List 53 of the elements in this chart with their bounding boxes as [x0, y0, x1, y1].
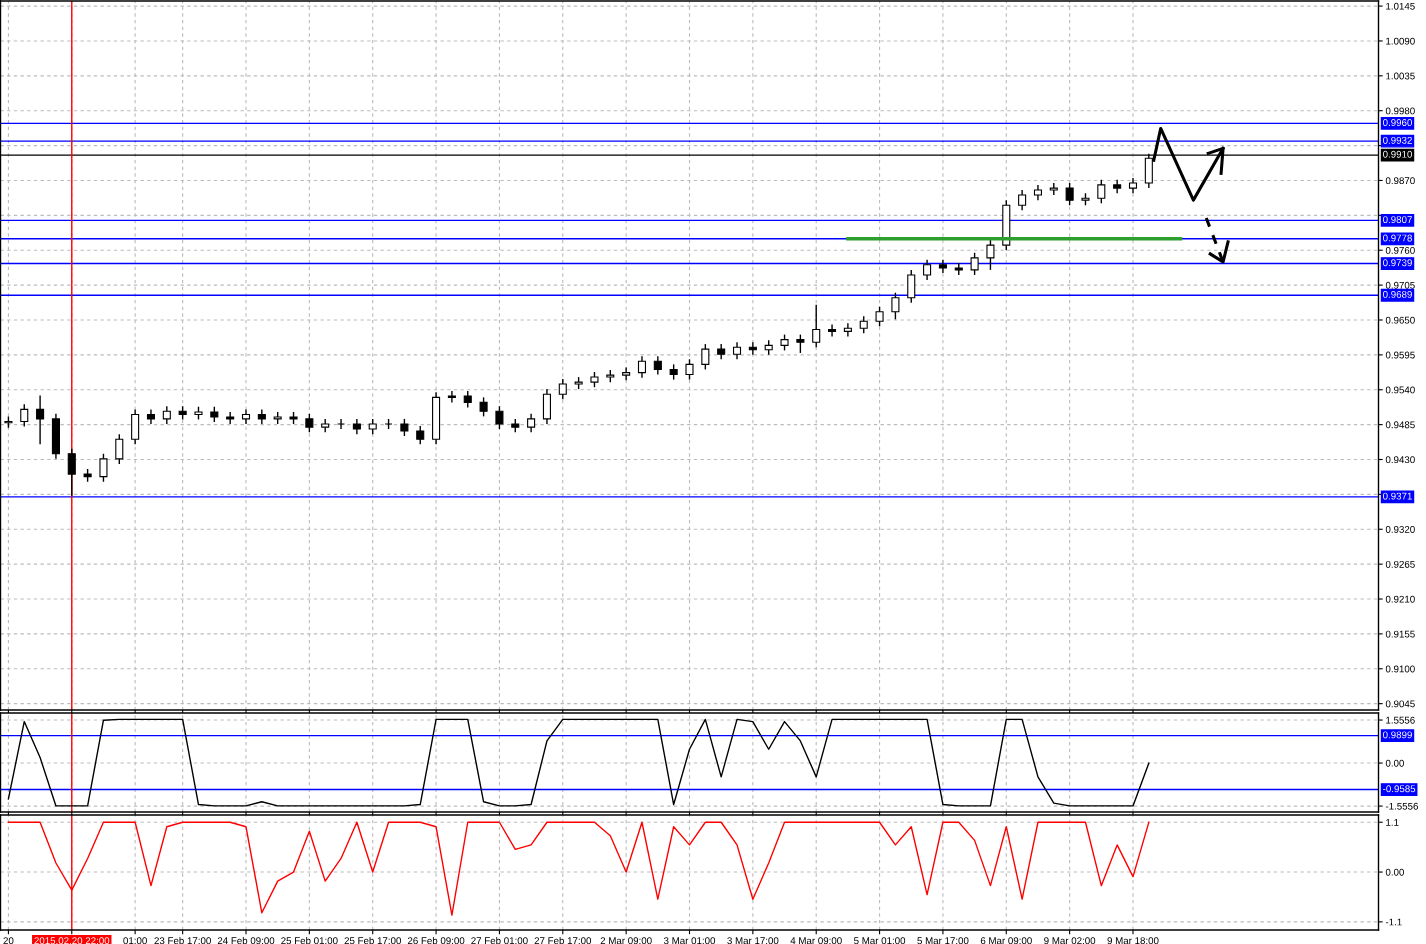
y-tick-label: 0.9155 [1385, 630, 1415, 638]
x-tick-label: 5 Mar 17:00 [917, 937, 969, 944]
ref-line-label: 0.9910 [1383, 150, 1412, 158]
y-tick-label: 0.9045 [1385, 700, 1415, 708]
y-tick-label: 0.9705 [1385, 281, 1415, 289]
x-tick-label: 4 Mar 09:00 [790, 937, 842, 944]
x-tick-label: 24 Feb 09:00 [217, 936, 275, 944]
y-tick-label: 1.0090 [1386, 37, 1415, 45]
x-tick-label: 26 Feb 09:00 [407, 936, 465, 944]
x-tick-label: 25 Feb 01:00 [281, 936, 338, 944]
x-tick-label: 5 Mar 01:00 [854, 937, 906, 944]
ref-line-label: 0.9739 [1383, 259, 1412, 267]
x-tick-label: 9 Mar 02:00 [1044, 937, 1096, 944]
y-tick-label: 1.1 [1386, 819, 1399, 826]
ref-line-label: 0.9778 [1383, 234, 1412, 242]
x-tick-label: 3 Mar 01:00 [663, 937, 716, 944]
y-tick-label: 1.0145 [1386, 2, 1415, 10]
y-tick-label: 0.9210 [1385, 595, 1415, 603]
y-tick-label: -1.1 [1385, 918, 1402, 926]
x-tick-label: 27 Feb 17:00 [534, 936, 592, 944]
ref-line-label: 0.9960 [1383, 119, 1412, 126]
y-tick-label: 0.00 [1385, 759, 1404, 767]
y-tick-label: 0.9980 [1385, 107, 1415, 115]
y-tick-label: 0.9265 [1385, 560, 1415, 568]
x-tick-label: 6 Mar 09:00 [980, 937, 1032, 944]
x-tick-label: 9 Mar 18:00 [1107, 937, 1159, 944]
ref-line-label: 0.9689 [1383, 290, 1412, 298]
ref-line-label: 0.9371 [1383, 492, 1412, 500]
y-tick-label: 0.9540 [1385, 386, 1415, 394]
x-tick-label: 27 Feb 01:00 [471, 936, 528, 944]
y-tick-label: 0.9320 [1385, 526, 1415, 533]
x-tick-label: 3 Mar 17:00 [727, 937, 779, 944]
y-tick-label: 1.5556 [1386, 716, 1415, 724]
ref-line-label: 0.9807 [1383, 216, 1412, 224]
x-tick-label: 20 [3, 937, 14, 944]
y-tick-label: 1.0035 [1386, 72, 1415, 80]
x-tick-label: 2 Mar 09:00 [600, 937, 652, 944]
y-tick-label: 0.9870 [1385, 177, 1415, 185]
y-tick-label: 0.9760 [1385, 246, 1415, 254]
ref-line-label: 0.9899 [1383, 731, 1412, 739]
x-tick-label: 01:00 [123, 937, 147, 944]
y-tick-label: 0.9100 [1385, 665, 1415, 673]
ref-line-label: 0.9932 [1383, 136, 1412, 144]
y-tick-label: 0.9595 [1385, 351, 1415, 359]
ref-line-label: -0.9585 [1383, 785, 1416, 793]
x-tick-label: 25 Feb 17:00 [344, 936, 401, 944]
y-tick-label: -1.5556 [1385, 802, 1418, 810]
y-tick-label: 0.9430 [1385, 456, 1415, 464]
y-tick-label: 0.9485 [1385, 421, 1415, 429]
x-tick-label: 2015.02.20 22:00 [34, 937, 110, 944]
y-tick-label: 0.9650 [1385, 316, 1415, 324]
y-tick-label: 0.00 [1385, 868, 1404, 876]
x-tick-label: 23 Feb 17:00 [154, 936, 211, 944]
